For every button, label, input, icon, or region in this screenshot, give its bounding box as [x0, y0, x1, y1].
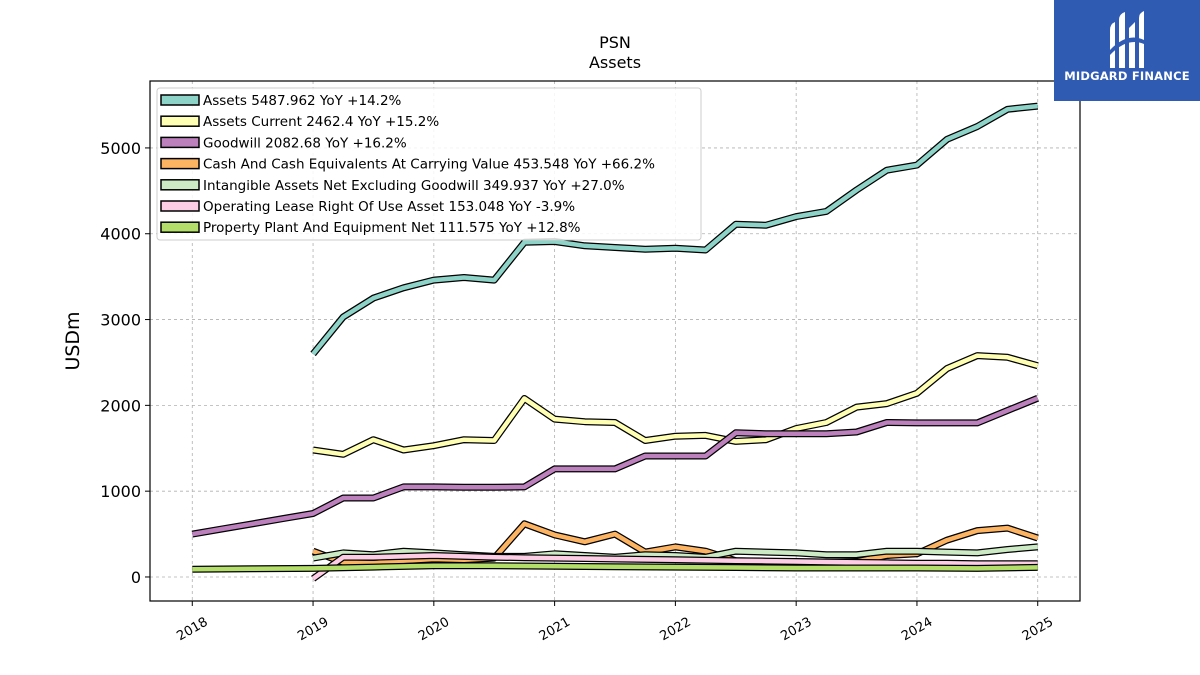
y-tick-label: 3000 [100, 311, 141, 330]
chart-title: PSN [599, 33, 631, 52]
legend-swatch [160, 200, 200, 212]
y-tick-label: 1000 [100, 482, 141, 501]
y-axis-label: USDm [62, 311, 84, 370]
series-line-7 [192, 562, 1038, 573]
legend-entry: Goodwill 2082.68 YoY +16.2% [203, 135, 407, 151]
y-tick-label: 5000 [100, 139, 141, 158]
legend-swatch [160, 157, 200, 170]
legend-swatch [160, 115, 200, 127]
series-line-6 [311, 552, 1038, 582]
series-core [312, 353, 1039, 457]
series-core [311, 103, 1038, 356]
series-core [311, 553, 1038, 581]
series-core [191, 396, 1039, 537]
series-line-2 [312, 352, 1039, 458]
chart-subtitle: Assets [589, 53, 641, 72]
midgard-logo-icon [1104, 10, 1150, 74]
legend-entry: Property Plant And Equipment Net 111.575… [203, 220, 581, 236]
legend-entry: Intangible Assets Net Excluding Goodwill… [203, 178, 625, 194]
legend-swatch [160, 94, 200, 106]
plot-frame [149, 80, 1081, 602]
series-line-3 [191, 394, 1040, 538]
y-tick-label: 0 [131, 568, 141, 587]
legend-swatch [160, 221, 200, 233]
y-tick-label: 4000 [100, 225, 141, 244]
legend-entry: Assets Current 2462.4 YoY +15.2% [203, 114, 439, 130]
series-layer [191, 102, 1040, 582]
legend-swatch [160, 179, 200, 191]
legend: Assets 5487.962 YoY +14.2% Assets Current… [156, 87, 702, 241]
midgard-finance-logo: MIDGARD FINANCE [1054, 0, 1200, 101]
legend-entry: Cash And Cash Equivalents At Carrying Va… [203, 157, 655, 173]
legend-frame [156, 87, 702, 241]
legend-swatch [160, 136, 200, 149]
logo-text: MIDGARD FINANCE [1064, 69, 1190, 83]
legend-entry: Operating Lease Right Of Use Asset 153.0… [203, 199, 575, 215]
axes: 2018 2019 2020 2021 2022 2023 2024 202501000200… [100, 139, 1056, 644]
legend-entry: Assets 5487.962 YoY +14.2% [203, 93, 402, 109]
y-tick-label: 2000 [100, 396, 141, 415]
series-line-1 [310, 102, 1039, 357]
series-core [192, 563, 1038, 572]
